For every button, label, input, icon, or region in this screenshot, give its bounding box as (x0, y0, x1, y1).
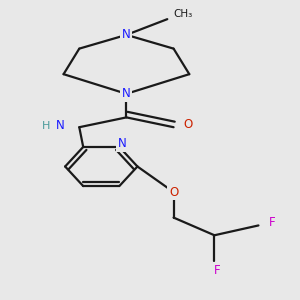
Text: N: N (118, 137, 127, 150)
Text: N: N (56, 119, 65, 132)
Text: O: O (169, 185, 178, 199)
Text: F: F (214, 264, 221, 277)
Text: CH₃: CH₃ (173, 9, 193, 20)
Text: O: O (183, 118, 192, 131)
Text: N: N (122, 87, 131, 100)
Text: F: F (269, 216, 276, 230)
Text: H: H (42, 121, 50, 130)
Text: N: N (122, 28, 131, 41)
